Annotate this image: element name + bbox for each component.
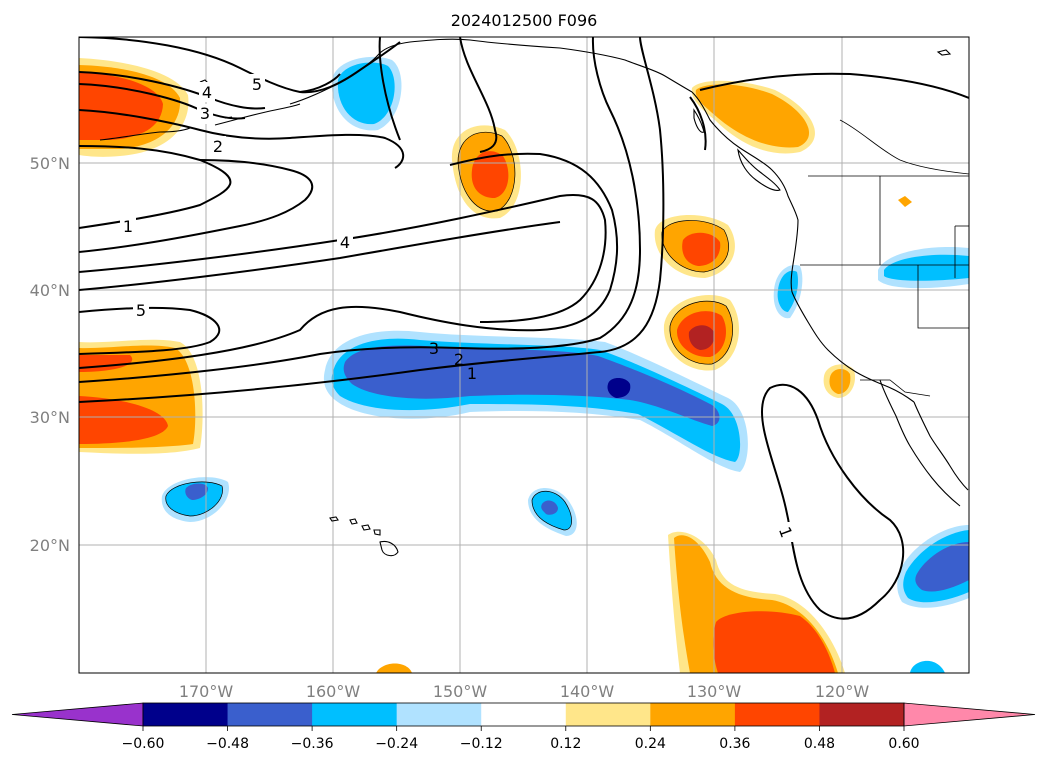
shade-baja-warm (823, 364, 856, 398)
contour-label: 1 (467, 364, 477, 383)
contour-label: 3 (429, 339, 439, 358)
shade-43n-warm (654, 214, 735, 278)
shade-tiny-se (910, 660, 945, 673)
colorbar-segment (312, 703, 398, 726)
contour-label: 4 (202, 83, 212, 102)
contour-label: 5 (252, 75, 262, 94)
lat-label: 20°N (30, 536, 70, 555)
longitude-labels: 170°W 160°W 150°W 140°W 130°W 120°W (179, 682, 870, 701)
colorbar: −0.60 −0.48 −0.36 −0.24 −0.12 0.12 0.24 0.36 0.4… (11, 702, 1036, 752)
lon-label: 160°W (306, 682, 361, 701)
colorbar-tick-label: −0.24 (375, 736, 418, 752)
lat-label: 40°N (30, 281, 70, 300)
colorbar-tick-label: 0.12 (550, 736, 581, 752)
colorbar-tick-label: 0.36 (719, 736, 750, 752)
shade-outlines (165, 131, 733, 531)
shade-se-cold (897, 525, 969, 608)
colorbar-tick-label: 0.24 (635, 736, 666, 752)
borders (800, 119, 969, 397)
colorbar-segment (396, 703, 482, 726)
colorbar-extend-low (11, 702, 144, 727)
height-contours (79, 37, 969, 620)
contour-label: 5 (136, 301, 146, 320)
contour-labels: 5 4 3 2 1 4 5 3 2 1 1 (120, 74, 796, 542)
colorbar-segment (819, 703, 905, 726)
colorbar-tick-label: −0.12 (460, 736, 503, 752)
colorbar-segment (481, 703, 567, 726)
colorbar-segment (227, 703, 313, 726)
colorbar-tick-label: 0.60 (888, 736, 919, 752)
colorbar-tick-label: −0.48 (206, 736, 249, 752)
colorbar-segment (650, 703, 736, 726)
contour-label: 2 (213, 137, 223, 156)
shade-23n-cold-east (528, 488, 577, 536)
colorbar-tick-label: 0.48 (804, 736, 835, 752)
colorbar-frame (142, 702, 905, 727)
figure-title: 2024012500 F096 (451, 11, 598, 30)
contour-label: 2 (454, 350, 464, 369)
shade-south-warm (668, 531, 845, 673)
lat-label: 50°N (30, 154, 70, 173)
shade-calcoast-cold (773, 265, 803, 319)
shade-bc-warm (691, 80, 815, 154)
shade-goa-cold (331, 56, 402, 131)
map-area: 5 4 3 2 1 4 5 3 2 1 1 (79, 37, 969, 673)
shade-interior-cold (878, 246, 969, 289)
colorbar-tick-label: −0.36 (291, 736, 334, 752)
lon-label: 120°W (815, 682, 870, 701)
lat-label: 30°N (30, 408, 70, 427)
latitude-labels: 50°N 40°N 30°N 20°N (30, 154, 70, 555)
shade-cold-band (323, 330, 748, 472)
shade-tiny-south (376, 663, 412, 673)
shade-sw-warm (79, 339, 203, 454)
colorbar-segment (143, 703, 229, 726)
lon-label: 140°W (560, 682, 615, 701)
lon-label: 130°W (687, 682, 742, 701)
shade-23n-cold-west (161, 477, 230, 522)
lon-label: 170°W (179, 682, 234, 701)
shade-midpac-warm (451, 125, 521, 219)
colorbar-segment (734, 703, 820, 726)
lon-label: 150°W (433, 682, 488, 701)
contour-label: 3 (200, 104, 210, 123)
colorbar-extend-high (903, 702, 1036, 727)
map-frame (78, 36, 970, 674)
contour-label: 4 (340, 233, 350, 252)
shade-tiny-idaho (898, 196, 912, 207)
contour-label: 1 (123, 217, 133, 236)
colorbar-segment (565, 703, 651, 726)
colorbar-tick-label: −0.60 (122, 736, 165, 752)
